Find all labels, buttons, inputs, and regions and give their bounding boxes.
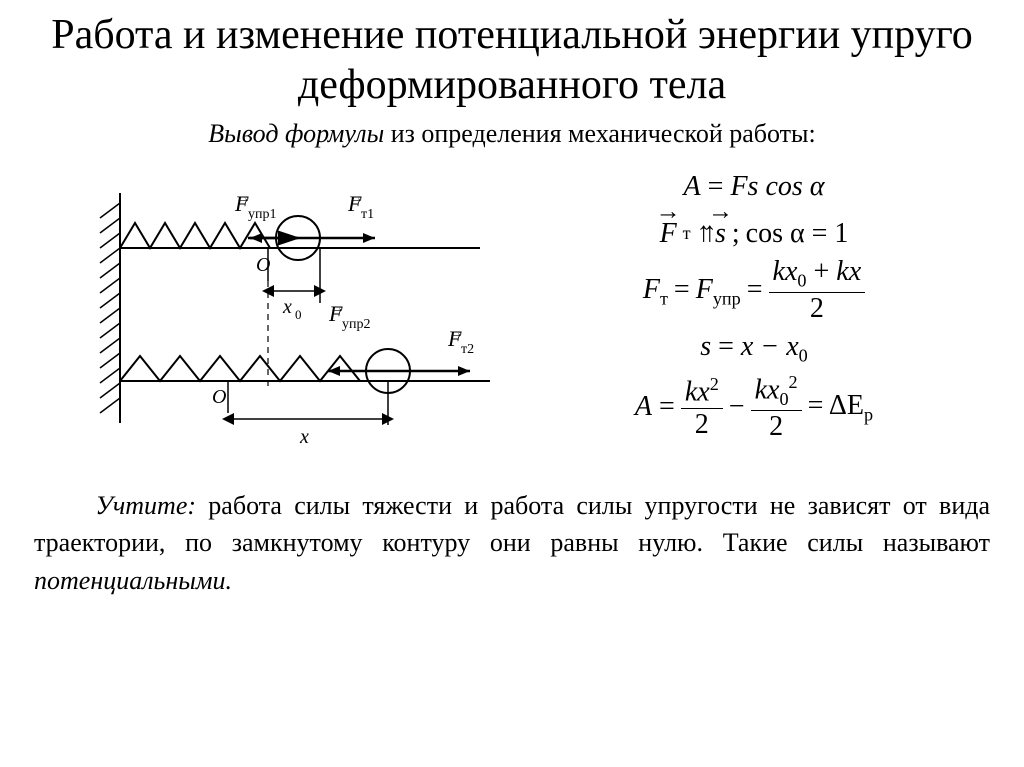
svg-text:упр1: упр1 [248,207,277,222]
formula-1: A = Fs cos α [534,165,974,210]
subtitle-rest: из определения механической работы: [384,119,816,148]
note-tail: потенциальными. [34,566,232,595]
svg-text:→: → [235,190,251,207]
note-prefix: Учтите: [95,491,196,520]
svg-text:→: → [329,300,345,317]
svg-text:упр2: упр2 [342,317,371,332]
svg-text:0: 0 [295,307,302,322]
page-title: Работа и изменение потенциальной энергии… [30,10,994,111]
formula-4: s = x − x0 [534,325,974,371]
subtitle: Вывод формулы из определения механическо… [30,119,994,149]
spring-diagram: F → упр1 F → т1 O x 0 [50,163,510,463]
formula-2: Fт ↑↑ s; cos α = 1 [534,212,974,257]
svg-text:→: → [448,325,464,342]
svg-text:т2: т2 [461,342,474,357]
svg-text:O: O [212,386,226,408]
subtitle-italic: Вывод формулы [208,119,384,148]
formula-block: A = Fs cos α Fт ↑↑ s; cos α = 1 Fт = Fуп… [534,163,974,443]
svg-text:x: x [282,296,292,318]
footnote: Учтите: работа силы тяжести и работа сил… [30,487,994,600]
svg-text:x: x [299,426,309,448]
svg-text:т1: т1 [361,207,374,222]
formula-5: A = kx2 2 − kx02 2 = ΔEp [534,373,974,441]
svg-text:→: → [348,190,364,207]
formula-3: Fт = Fупр = kx0 + kx 2 [534,258,974,323]
